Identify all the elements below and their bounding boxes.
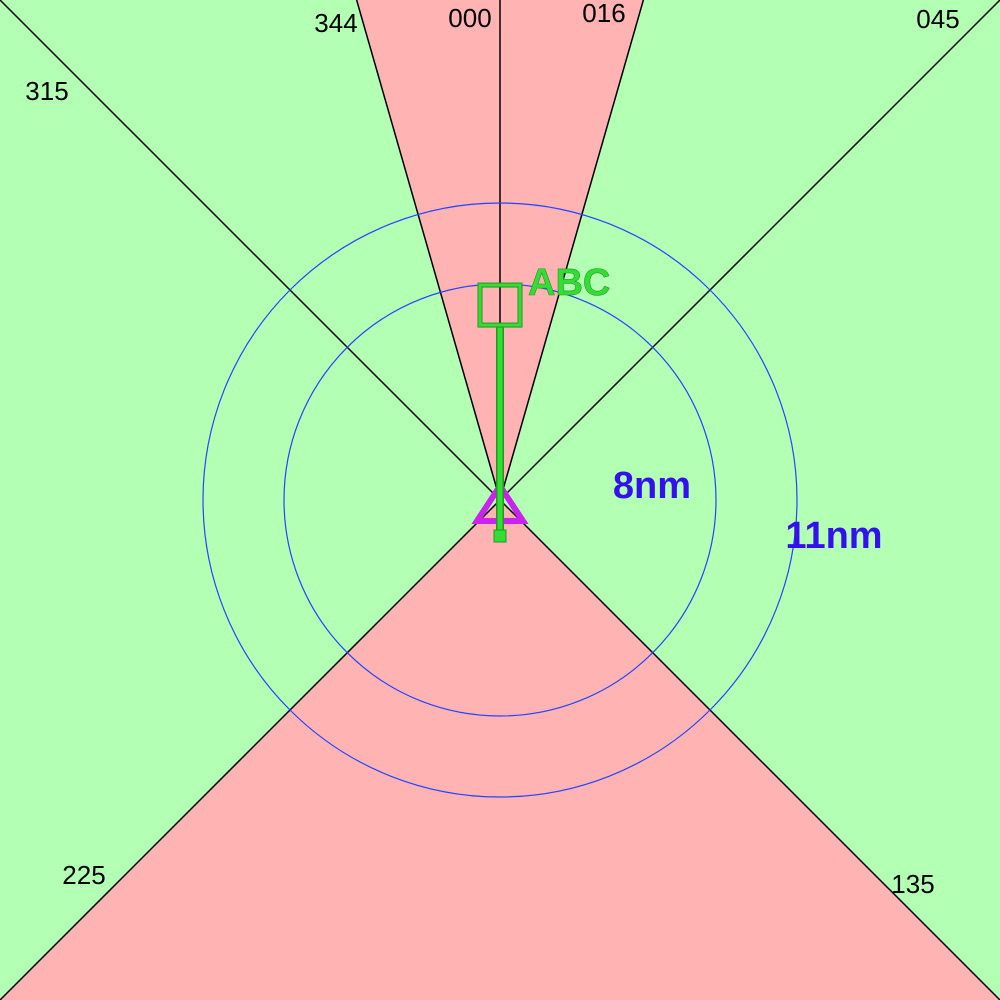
bearing-label-344: 344 bbox=[314, 8, 357, 38]
bearing-label-016: 016 bbox=[582, 0, 625, 28]
bearing-label-045: 045 bbox=[916, 4, 959, 34]
radial-045 bbox=[499, 0, 1000, 501]
bearing-label-225: 225 bbox=[62, 860, 105, 890]
radial-344 bbox=[355, 0, 501, 501]
radial-225 bbox=[0, 499, 501, 1000]
radial-315 bbox=[0, 0, 501, 501]
fix-label: ABC bbox=[528, 262, 610, 304]
bearing-label-135: 135 bbox=[891, 869, 934, 899]
radial-135 bbox=[499, 499, 1000, 1000]
range-ring-11nm bbox=[202, 202, 798, 798]
ring-label-8nm: 8nm bbox=[613, 465, 691, 507]
fix-square-icon bbox=[478, 283, 522, 327]
fix-stem-end bbox=[493, 529, 507, 543]
diagram-labels: 000 016 045 135 225 315 344 8nm 11nm ABC bbox=[25, 0, 959, 899]
radial-016 bbox=[499, 0, 645, 501]
fix-marker bbox=[477, 282, 523, 543]
ring-label-11nm: 11nm bbox=[785, 515, 882, 557]
bearing-label-315: 315 bbox=[25, 76, 68, 106]
bearing-label-000: 000 bbox=[448, 3, 491, 33]
sector-1 bbox=[0, 500, 1000, 1000]
